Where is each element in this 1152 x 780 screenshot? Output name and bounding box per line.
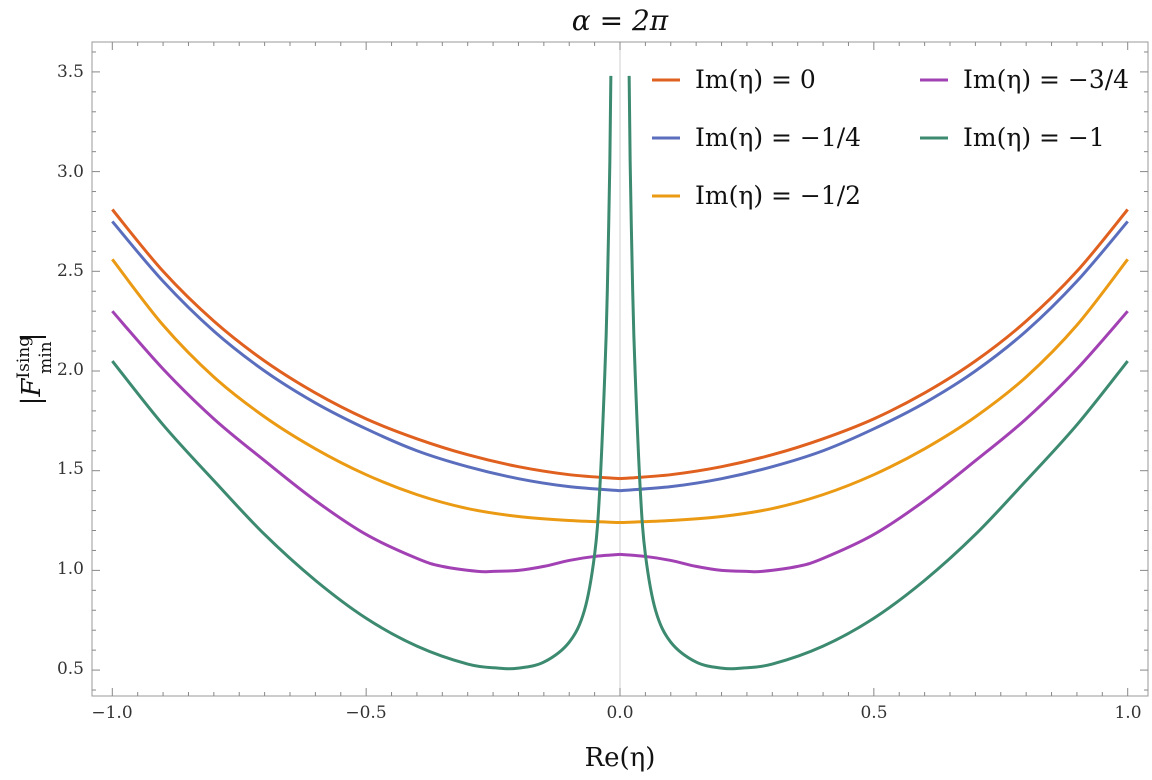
series-line-1-right [619,220,1129,493]
legend-label: Im(η) = −1/4 [695,123,861,152]
series-line-0-left [111,208,621,481]
y-tick-label: 2.0 [57,360,84,380]
x-tick-label: −0.5 [345,703,386,723]
series-line-4-left [111,75,613,671]
y-tick-label: 1.5 [57,459,84,479]
y-tick-label: 3.5 [57,62,84,82]
series-line-2-left [111,258,621,525]
series-line-4-right [627,75,1129,671]
series-line-1-left [111,220,621,493]
series-line-2-right [619,258,1129,525]
y-axis-title-end: | [17,333,47,342]
legend-label: Im(η) = −3/4 [963,65,1129,94]
y-tick-label: 3.0 [57,162,84,182]
y-axis-title: |FIsing min| [14,333,56,406]
y-tick-label: 0.5 [57,659,84,679]
y-axis-title-sub: min [36,341,56,374]
series-line-0-right [619,208,1129,481]
x-axis-title: Re(η) [585,743,656,773]
y-tick-label: 2.5 [57,261,84,281]
series-layer [111,75,1129,671]
x-tick-label: 0.5 [860,703,887,723]
x-tick-label: 0.0 [606,703,633,723]
chart-title: α = 2π [572,4,669,37]
ticks-group [92,42,1148,696]
legend: Im(η) = 0 Im(η) = −1/4 Im(η) = −1/2 Im(η… [652,65,1129,210]
series-line-3-left [111,310,621,574]
legend-label: Im(η) = −1 [963,123,1105,152]
y-tick-labels: 0.5 1.0 1.5 2.0 2.5 3.0 3.5 [57,62,84,679]
x-tick-label: 1.0 [1114,703,1141,723]
x-tick-labels: −1.0 −0.5 0.0 0.5 1.0 [91,703,1141,723]
x-tick-label: −1.0 [91,703,132,723]
series-line-3-right [619,310,1129,574]
y-axis-title-sup: Ising [14,336,34,379]
y-tick-label: 1.0 [57,559,84,579]
legend-label: Im(η) = −1/2 [695,181,861,210]
legend-label: Im(η) = 0 [695,65,816,94]
y-axis-title-main: |F [17,378,47,406]
